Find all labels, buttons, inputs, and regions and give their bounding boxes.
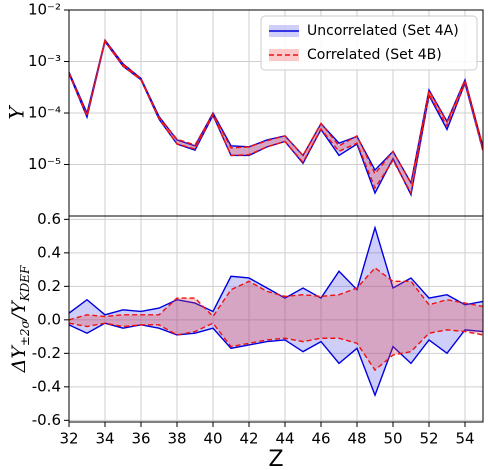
y-tick-label: 10⁻² bbox=[28, 1, 61, 19]
lower-line bbox=[69, 322, 483, 372]
x-tick-label: 44 bbox=[275, 430, 294, 448]
y-tick-label: 10⁻⁵ bbox=[28, 155, 61, 173]
legend-label: Uncorrelated (Set 4A) bbox=[307, 23, 459, 39]
band-fill bbox=[69, 227, 483, 396]
y-tick-label: 0.2 bbox=[37, 277, 61, 295]
x-tick-label: 38 bbox=[167, 430, 186, 448]
y-tick-label: -0.4 bbox=[32, 377, 61, 395]
y-tick-label: 0.0 bbox=[37, 310, 61, 328]
y-tick-label: 10⁻⁴ bbox=[28, 104, 61, 122]
upper-line bbox=[69, 38, 483, 186]
x-tick-label: 50 bbox=[383, 430, 402, 448]
y-axis-label-part: ΔY bbox=[8, 344, 30, 374]
x-tick-label: 52 bbox=[419, 430, 438, 448]
upper-line bbox=[69, 266, 483, 321]
x-axis-label: Z bbox=[268, 447, 283, 470]
y-tick-label: -0.6 bbox=[32, 411, 61, 429]
y-axis-label: ΔY±2σ/YKDEF bbox=[8, 265, 32, 373]
upper-line bbox=[69, 225, 483, 316]
y-axis-label-part: ±2σ bbox=[18, 319, 32, 346]
lower-line bbox=[69, 39, 483, 196]
lower-line bbox=[69, 322, 483, 398]
x-tick-label: 36 bbox=[131, 430, 150, 448]
x-tick-label: 46 bbox=[311, 430, 330, 448]
x-tick-label: 32 bbox=[59, 430, 78, 448]
x-tick-label: 42 bbox=[239, 430, 258, 448]
y-tick-label: 10⁻³ bbox=[28, 52, 61, 70]
y-axis-label-part: /Y bbox=[8, 299, 30, 322]
y-tick-label: 0.6 bbox=[37, 210, 61, 228]
y-tick-label: 0.4 bbox=[37, 243, 61, 261]
plot-area bbox=[69, 225, 483, 398]
y-tick-label: -0.2 bbox=[32, 344, 61, 362]
x-tick-label: 48 bbox=[347, 430, 366, 448]
x-tick-label: 40 bbox=[203, 430, 222, 448]
y-axis-label-part: KDEF bbox=[18, 265, 32, 302]
x-tick-label: 54 bbox=[455, 430, 474, 448]
plot-area bbox=[69, 38, 483, 197]
y-axis-label: Y bbox=[5, 105, 29, 120]
legend-label: Correlated (Set 4B) bbox=[307, 47, 442, 63]
x-tick-label: 34 bbox=[95, 430, 114, 448]
legend-patch bbox=[269, 49, 299, 61]
band-fill bbox=[69, 267, 483, 371]
legend-box bbox=[260, 15, 478, 71]
axes-frame bbox=[68, 215, 484, 423]
